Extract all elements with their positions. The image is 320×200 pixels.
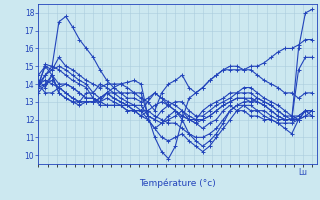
X-axis label: Température (°c): Température (°c) (139, 179, 216, 188)
